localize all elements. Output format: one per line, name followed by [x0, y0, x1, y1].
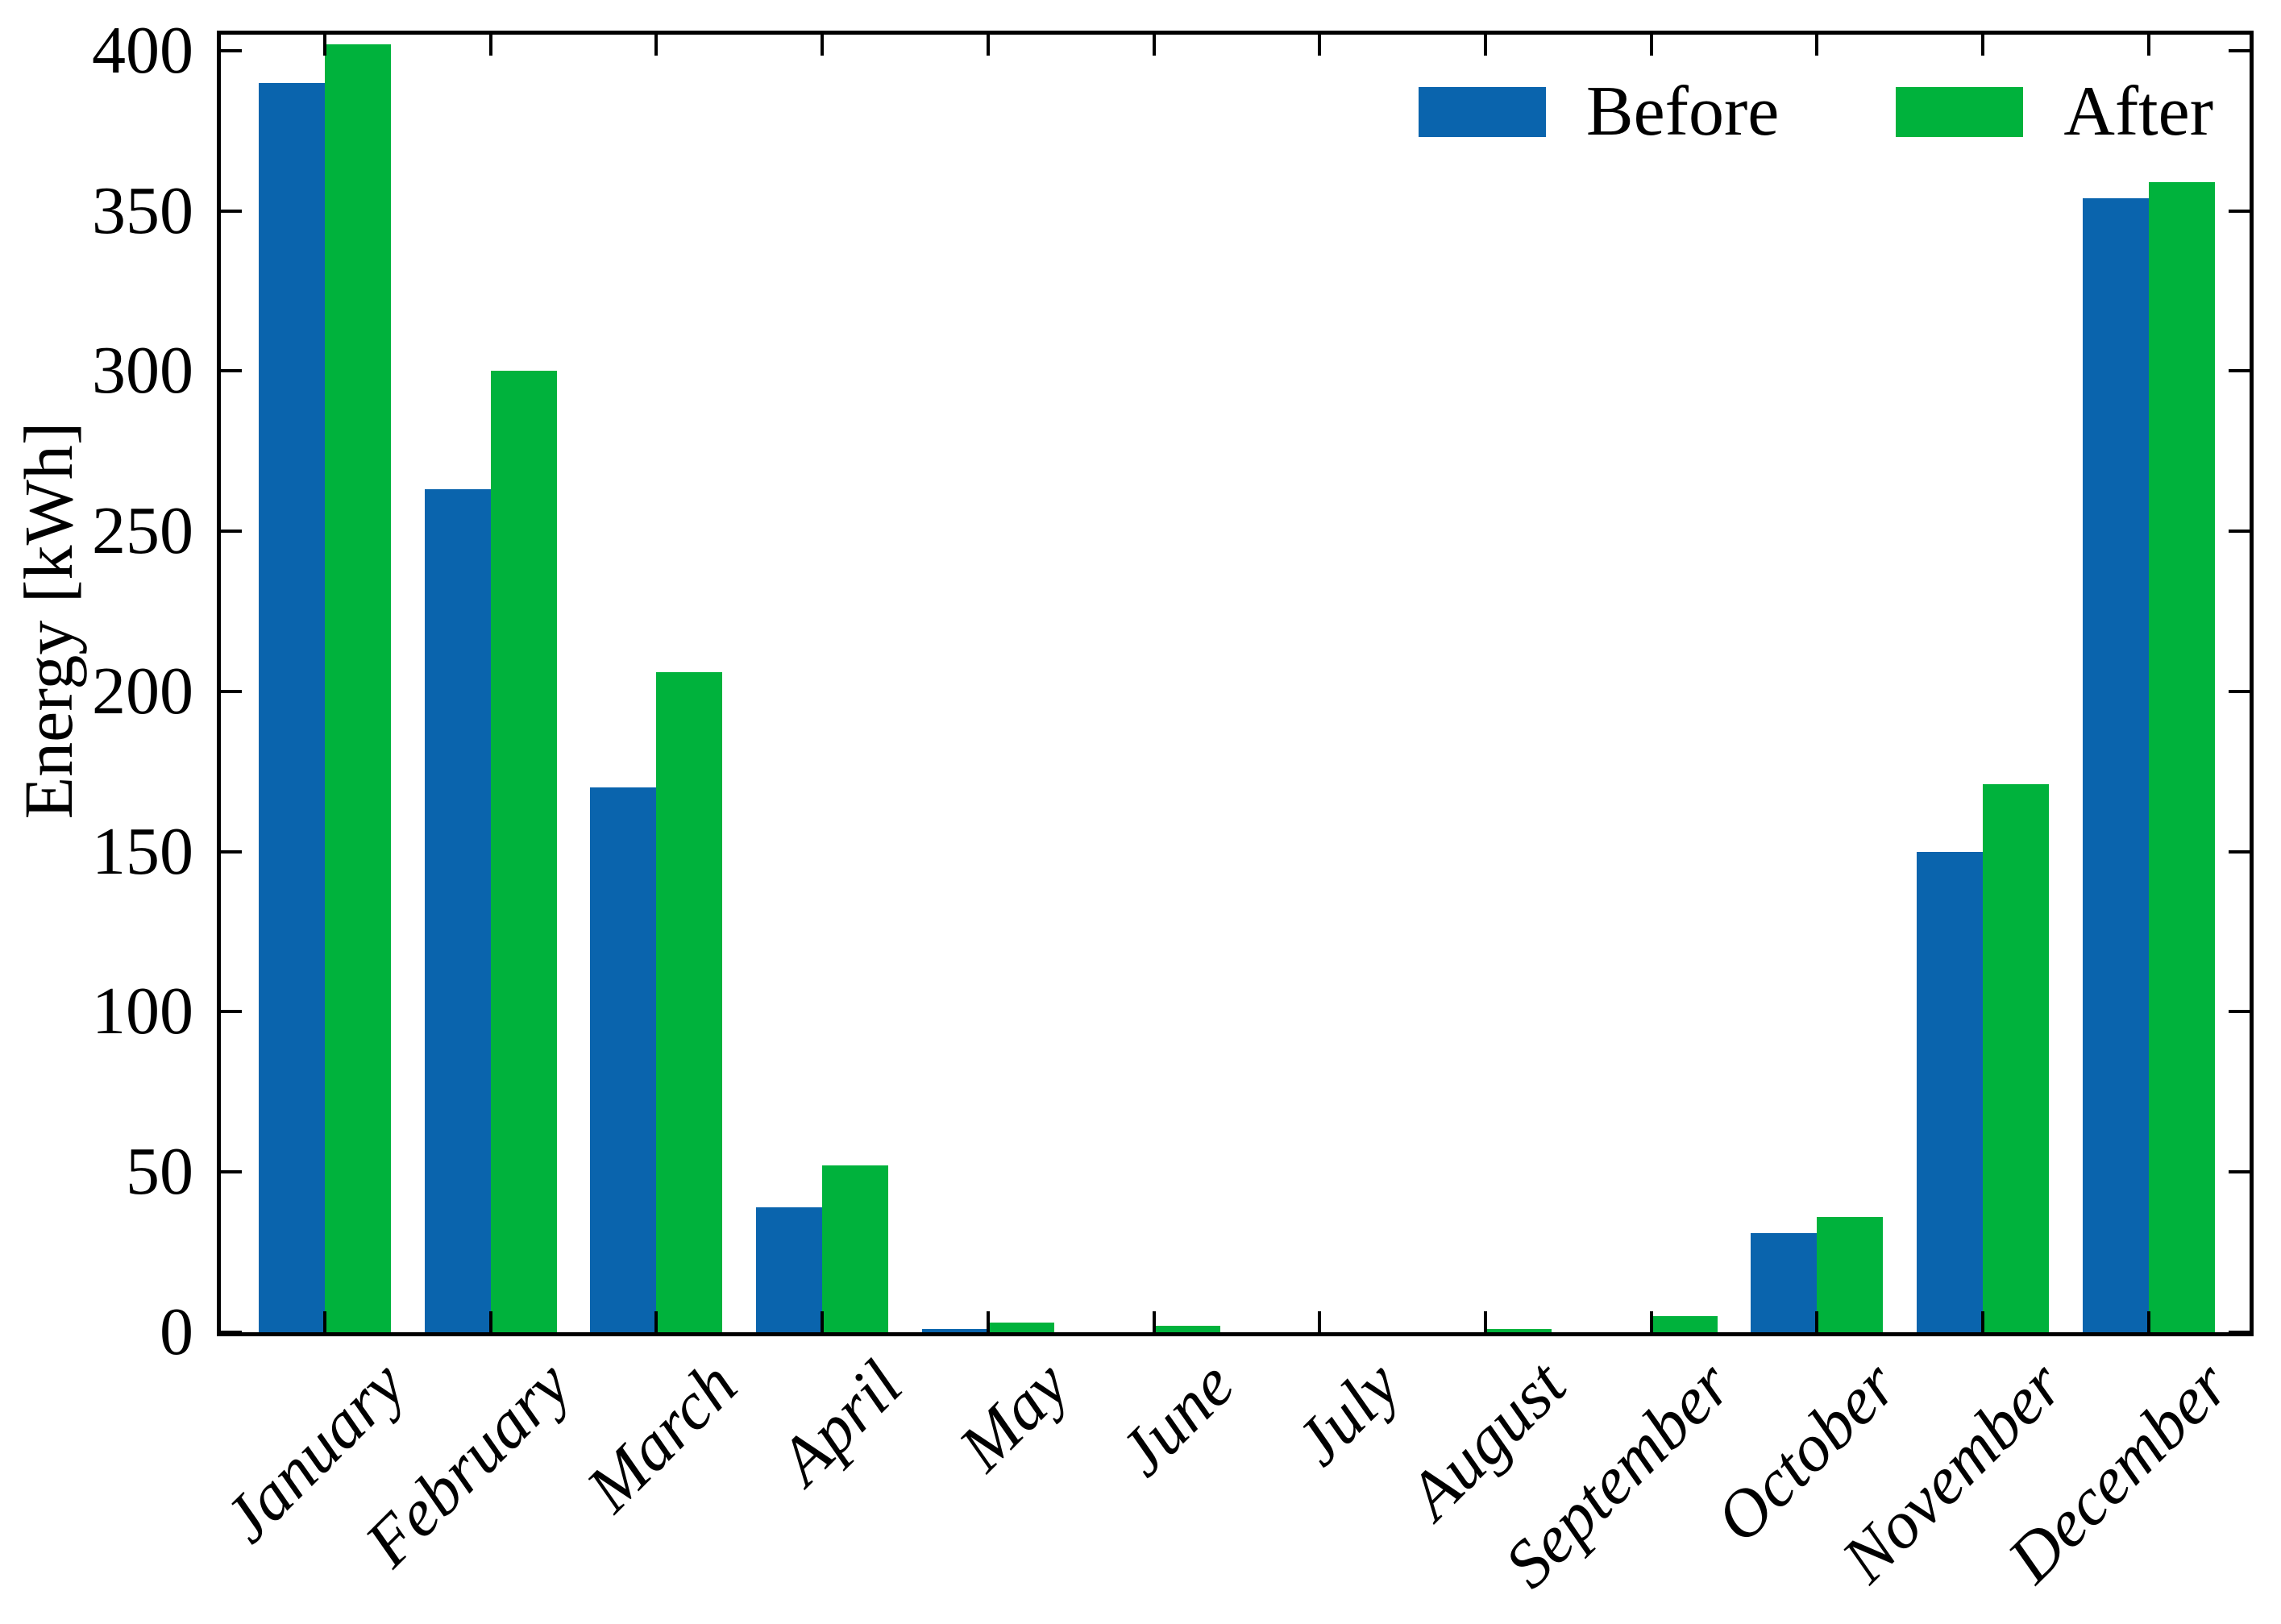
y-tick-right-200: [2229, 689, 2250, 693]
y-tick-left-50: [221, 1170, 242, 1174]
y-tick-left-250: [221, 530, 242, 534]
legend-swatch-after: [1896, 87, 2024, 137]
x-tick-bottom-december: [2146, 1311, 2150, 1332]
bar-march-before: [590, 787, 657, 1332]
x-tick-top-october: [1815, 35, 1819, 56]
bar-october-after: [1817, 1217, 1884, 1332]
y-tick-label-350: 350: [92, 172, 193, 248]
x-tick-bottom-may: [986, 1311, 990, 1332]
x-tick-label-july: July: [1281, 1347, 1415, 1481]
y-tick-right-100: [2229, 1010, 2250, 1014]
bar-october-before: [1751, 1233, 1818, 1332]
x-tick-top-june: [1152, 35, 1156, 56]
y-tick-label-400: 400: [92, 12, 193, 88]
bar-december-after: [2148, 182, 2215, 1332]
x-tick-top-may: [986, 35, 990, 56]
x-tick-top-july: [1318, 35, 1322, 56]
bar-august-after: [1485, 1329, 1552, 1332]
y-tick-label-50: 50: [126, 1134, 193, 1210]
y-tick-right-400: [2229, 48, 2250, 52]
plot-area: Before After January February March April Ma…: [92, 16, 2250, 1602]
bar-april-after: [822, 1165, 889, 1332]
x-tick-bottom-november: [1981, 1311, 1985, 1332]
x-tick-bottom-september: [1649, 1311, 1653, 1332]
x-tick-bottom-january: [323, 1311, 326, 1332]
y-tick-left-100: [221, 1010, 242, 1014]
bar-may-before: [921, 1329, 988, 1332]
x-tick-top-december: [2146, 35, 2150, 56]
y-tick-right-300: [2229, 369, 2250, 373]
y-tick-left-0: [221, 1331, 242, 1334]
bar-september-after: [1651, 1316, 1718, 1332]
legend-label-after: After: [2063, 73, 2213, 151]
bar-april-before: [756, 1207, 823, 1332]
y-tick-right-250: [2229, 530, 2250, 534]
x-tick-label-may: May: [944, 1347, 1083, 1485]
x-tick-bottom-june: [1152, 1311, 1156, 1332]
y-tick-label-200: 200: [92, 653, 193, 729]
y-tick-left-300: [221, 369, 242, 373]
y-tick-right-0: [2229, 1331, 2250, 1334]
y-tick-label-150: 150: [92, 813, 193, 889]
bar-december-before: [2082, 198, 2149, 1332]
x-tick-top-march: [654, 35, 659, 56]
bar-november-after: [1983, 784, 2050, 1332]
x-tick-label-june: June: [1104, 1347, 1249, 1491]
x-tick-top-november: [1981, 35, 1985, 56]
legend-swatch-before: [1418, 87, 1546, 137]
legend-item-before: Before: [1418, 73, 1780, 151]
y-tick-right-350: [2229, 209, 2250, 213]
y-tick-left-150: [221, 849, 242, 854]
x-tick-bottom-july: [1318, 1311, 1322, 1332]
bar-january-after: [325, 44, 391, 1332]
bar-january-before: [259, 83, 325, 1332]
x-tick-top-september: [1649, 35, 1653, 56]
y-tick-label-250: 250: [92, 493, 193, 569]
x-tick-label-march: March: [571, 1347, 751, 1526]
x-tick-bottom-april: [821, 1311, 825, 1332]
bar-june-after: [1153, 1326, 1220, 1332]
x-tick-top-august: [1484, 35, 1488, 56]
y-tick-label-0: 0: [160, 1294, 193, 1369]
x-tick-top-april: [821, 35, 825, 56]
bar-march-after: [656, 672, 723, 1332]
y-tick-label-100: 100: [92, 974, 193, 1049]
x-tick-top-january: [323, 35, 326, 56]
x-tick-label-april: April: [765, 1347, 917, 1499]
y-tick-label-300: 300: [92, 333, 193, 409]
y-tick-left-200: [221, 689, 242, 693]
bar-february-before: [424, 489, 491, 1332]
y-tick-left-350: [221, 209, 242, 213]
x-tick-bottom-august: [1484, 1311, 1488, 1332]
x-tick-bottom-february: [488, 1311, 492, 1332]
bar-february-after: [490, 371, 557, 1332]
x-tick-top-february: [488, 35, 492, 56]
legend: Before After: [1418, 73, 2213, 151]
y-tick-left-400: [221, 48, 242, 52]
bar-may-after: [987, 1323, 1054, 1332]
y-axis-label: Energy [kWh]: [10, 422, 87, 820]
y-tick-right-150: [2229, 849, 2250, 854]
y-tick-right-50: [2229, 1170, 2250, 1174]
legend-item-after: After: [1896, 77, 2213, 147]
legend-label-before: Before: [1585, 73, 1780, 151]
bar-november-before: [1917, 852, 1984, 1332]
x-tick-bottom-october: [1815, 1311, 1819, 1332]
x-tick-bottom-march: [654, 1311, 659, 1332]
